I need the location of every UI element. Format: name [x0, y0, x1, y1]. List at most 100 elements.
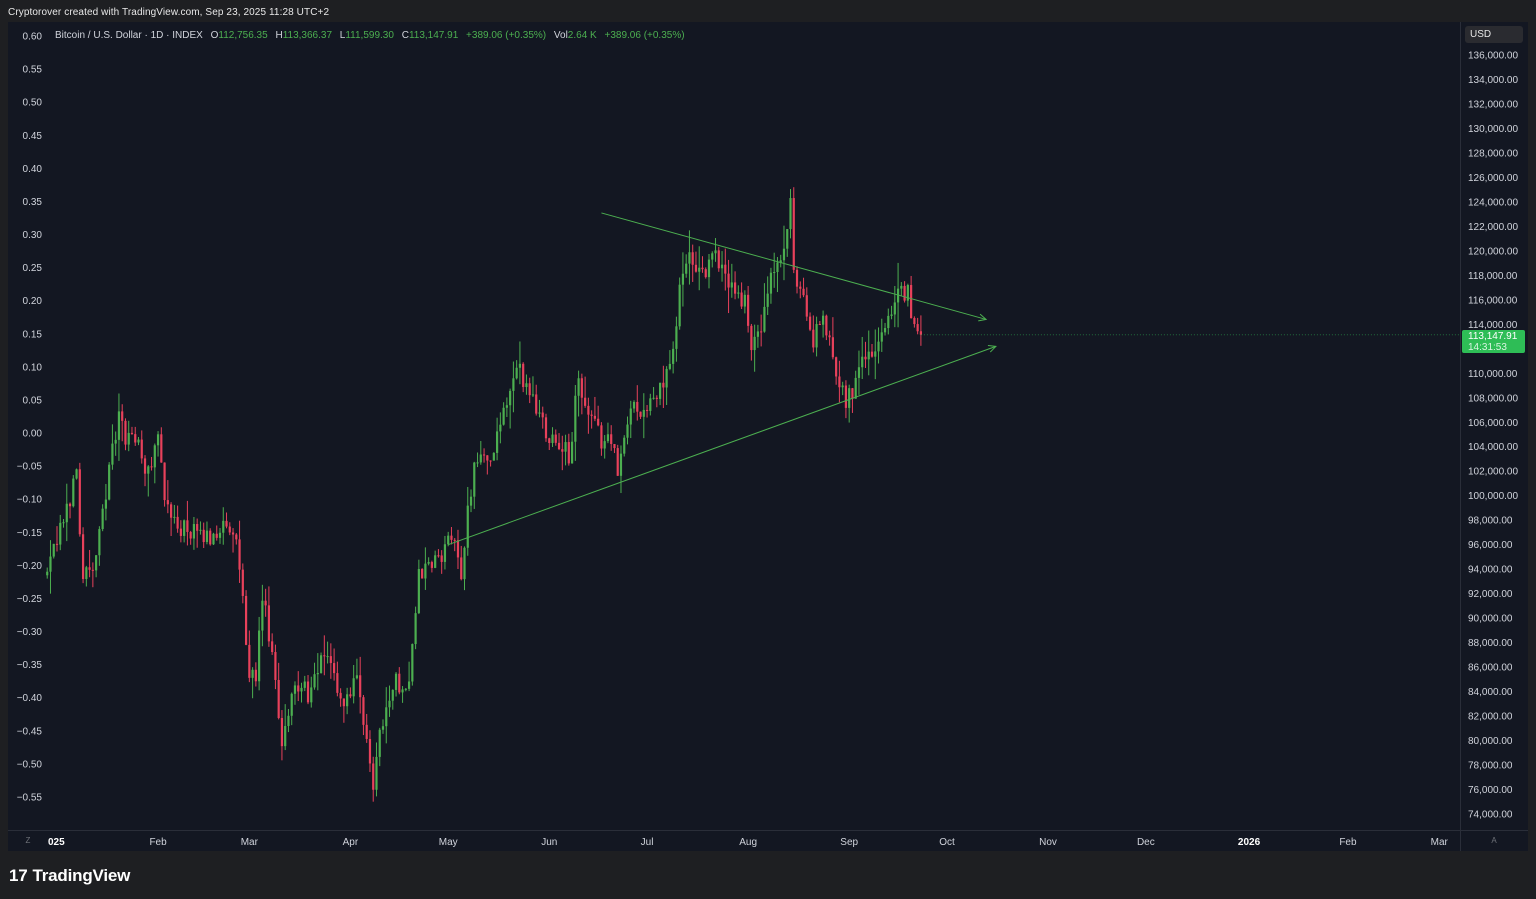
legend-vol-label: Vol [553, 30, 568, 41]
time-axis-tick-label: Feb [149, 837, 167, 848]
price-axis-tick-label: 102,000.00 [1468, 467, 1518, 478]
legend-high-value: 113,366.37 [282, 30, 333, 41]
legend-close-label: C [401, 30, 409, 41]
candle-body [443, 544, 447, 562]
candle-body [740, 292, 743, 307]
candle-body [313, 674, 316, 688]
plot-background [8, 22, 1460, 830]
time-axis-tick-label: Nov [1039, 837, 1057, 848]
candle-body [310, 687, 313, 703]
left-axis-tick-label: −0.10 [17, 495, 43, 506]
candle-body [584, 397, 587, 406]
candle-body [822, 315, 825, 325]
candle-body [378, 729, 381, 757]
candle-body [795, 269, 799, 287]
last-price-value: 113,147.91 [1468, 331, 1518, 342]
price-axis-tick-label: 92,000.00 [1468, 589, 1513, 600]
candle-body [241, 569, 244, 596]
candle-body [818, 324, 821, 326]
candle-body [799, 286, 802, 289]
candle-body [906, 285, 909, 301]
legend-vol-change: +389.06 (+0.35%) [604, 30, 685, 41]
currency-selector[interactable]: USD [1465, 26, 1523, 43]
left-percent-axis: 0.60 0.55 0.50 0.45 0.40 0.35 0.30 0.25 0.20 0.15… [17, 32, 43, 804]
trendline[interactable] [448, 345, 997, 546]
candle-body [460, 557, 463, 580]
price-axis-tick-label: 122,000.00 [1468, 222, 1518, 233]
candle-body [877, 341, 880, 352]
symbol-legend: Bitcoin / U.S. Dollar · 1D · INDEX O112,… [55, 30, 685, 41]
candle-body [720, 264, 724, 269]
candle-body [910, 285, 913, 319]
zoom-reset-button[interactable]: Z [25, 836, 31, 845]
candle-body [737, 292, 740, 294]
trendline[interactable] [601, 212, 987, 320]
candle-body [124, 420, 127, 445]
candle-body [394, 673, 398, 690]
candle-body [883, 328, 887, 333]
candle-body [160, 434, 163, 463]
candle-body [567, 442, 570, 464]
candle-body [333, 663, 336, 674]
candle-body [388, 700, 391, 708]
candle-body [437, 555, 440, 557]
price-axis-tick-label: 82,000.00 [1468, 712, 1513, 723]
candle-body [231, 532, 235, 535]
candle-body [401, 689, 404, 693]
candle-body [287, 715, 290, 727]
candle-body [261, 600, 264, 631]
auto-scale-button[interactable]: A [1491, 836, 1497, 845]
left-axis-tick-label: −0.30 [17, 627, 43, 638]
candle-body [551, 434, 554, 443]
candle-body [424, 563, 427, 579]
candle-body [293, 685, 297, 694]
candle-body [127, 432, 130, 445]
time-axis: 025 Feb Mar Apr May Jun Jul Aug Sep Oct Nov Dec 2026… [48, 837, 1449, 848]
legend-symbol[interactable]: Bitcoin / U.S. Dollar · 1D · INDEX [55, 30, 203, 41]
candle-body [887, 315, 890, 329]
left-axis-tick-label: 0.45 [23, 131, 43, 142]
candle-body [610, 434, 613, 444]
time-axis-tick-label: Dec [1137, 837, 1155, 848]
candle-body [447, 535, 450, 545]
candle-body [541, 412, 544, 418]
candle-body [212, 533, 215, 545]
candle-body [434, 555, 437, 568]
candle-body [111, 443, 114, 465]
candle-body [580, 378, 583, 398]
candle-body [675, 326, 678, 349]
candle-body [466, 505, 469, 548]
candle-body [68, 503, 72, 507]
candle-body [554, 434, 557, 443]
legend-change: +389.06 (+0.35%) [466, 30, 547, 41]
candle-body [880, 332, 883, 342]
price-axis-tick-label: 114,000.00 [1468, 320, 1518, 331]
left-axis-tick-label: −0.55 [17, 793, 43, 804]
price-axis-tick-label: 76,000.00 [1468, 785, 1513, 796]
candle-body [747, 294, 750, 326]
candle-body [254, 669, 257, 682]
candle-body [913, 318, 916, 325]
candle-body [593, 415, 596, 419]
candle-body [492, 452, 495, 461]
candlestick-series [46, 187, 922, 802]
candle-body [391, 689, 394, 701]
legend-close-value: 113,147.91 [408, 30, 459, 41]
time-axis-panel[interactable] [8, 830, 1528, 851]
price-axis-tick-label: 116,000.00 [1468, 295, 1518, 306]
time-axis-tick-label: Mar [1431, 837, 1449, 848]
candle-body [486, 455, 489, 461]
candle-body [564, 442, 567, 452]
candle-body [274, 652, 277, 680]
candle-body [496, 431, 499, 453]
candle-body [218, 532, 222, 538]
left-axis-tick-label: 0.10 [23, 362, 43, 373]
candle-body [46, 571, 49, 576]
candle-body [548, 438, 551, 443]
candle-body [81, 534, 85, 579]
trendlines[interactable] [448, 212, 997, 546]
candle-body [456, 540, 460, 558]
price-axis-panel[interactable] [1460, 22, 1528, 830]
candle-body [114, 439, 117, 444]
